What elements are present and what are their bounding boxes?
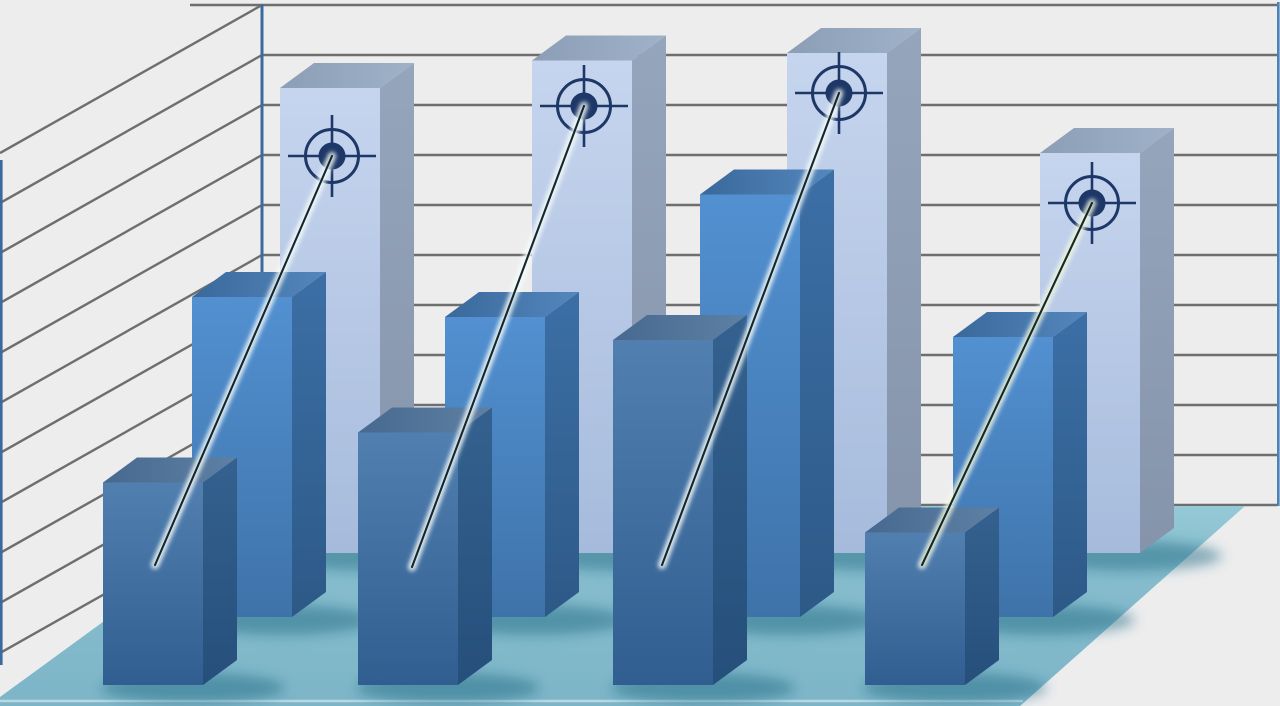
laser-line (657, 88, 844, 570)
bar-side-face (1053, 312, 1087, 617)
bar-side-face (458, 407, 492, 685)
bar-top-face (358, 407, 492, 433)
bar-top-face (532, 35, 666, 61)
bar-side-face (965, 507, 999, 685)
wall-perspective-line (0, 103, 263, 255)
bar-side-face (545, 292, 579, 617)
bar-side-face (800, 169, 834, 617)
laser-line (407, 101, 589, 572)
crosshair-ring (304, 128, 360, 184)
bar-top-face (787, 28, 921, 53)
crosshair-ring (1064, 175, 1120, 231)
bar-top-face (865, 507, 999, 533)
crosshair-ring (556, 78, 612, 134)
bar-side-face (713, 315, 747, 685)
bar-front-3 (613, 315, 747, 685)
frame-borders (0, 2, 1280, 665)
bar-top-face (613, 315, 747, 340)
bar-front-1 (103, 457, 237, 685)
bar-front-face (358, 432, 458, 685)
bar-top-face (953, 312, 1087, 337)
wall-perspective-line (0, 203, 263, 355)
laser-core (920, 201, 1094, 567)
laser-core (410, 104, 586, 569)
bar-front-face (613, 340, 713, 685)
laser-core (153, 154, 334, 567)
bar-front-face (865, 532, 965, 685)
wall-perspective-line (0, 3, 263, 155)
bar-top-face (280, 63, 414, 88)
bar-top-face (1040, 128, 1174, 153)
bars (101, 28, 1222, 703)
crosshair-ring (811, 65, 867, 121)
bar-front-face (103, 482, 203, 685)
left-border-line (0, 160, 3, 665)
laser-lines (150, 88, 1097, 572)
laser-line (917, 198, 1097, 570)
right-border-line (1277, 2, 1280, 506)
laser-line (150, 151, 337, 570)
bar-side-face (292, 272, 326, 617)
bar-top-face (192, 272, 326, 297)
wall-perspective-line (0, 53, 263, 205)
laser-core (660, 91, 841, 567)
bar-front-2 (358, 407, 492, 685)
bar-side-face (203, 457, 237, 685)
bar-side-face (1140, 128, 1174, 553)
wall-perspective-line (0, 153, 263, 305)
bar-side-face (887, 28, 921, 553)
bar-front-4 (865, 507, 999, 685)
